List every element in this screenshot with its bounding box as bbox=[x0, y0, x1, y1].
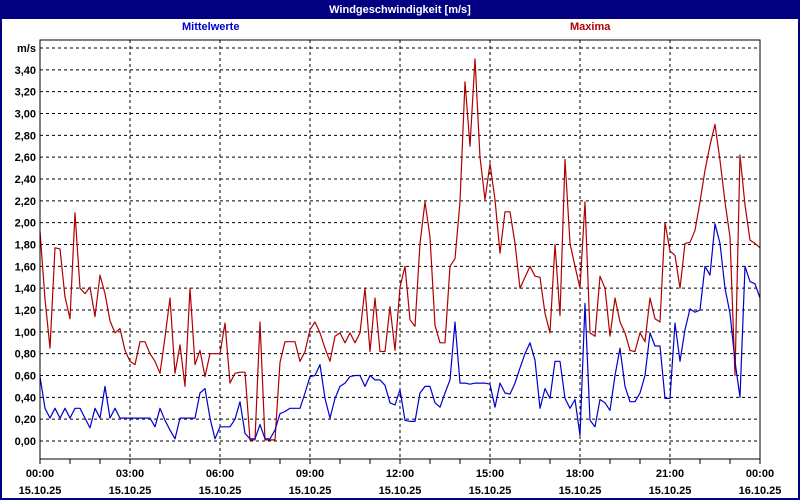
series-line-maxima bbox=[39, 58, 761, 441]
y-tick-label: 0,40 bbox=[15, 392, 36, 404]
y-tick-label: 2,40 bbox=[15, 174, 36, 186]
x-time-label: 21:00 bbox=[656, 468, 684, 480]
x-time-label: 15:00 bbox=[476, 468, 504, 480]
x-time-label: 00:00 bbox=[26, 468, 54, 480]
y-tick-label: 0,80 bbox=[15, 349, 36, 361]
legend-mittelwerte: Mittelwerte bbox=[182, 21, 240, 33]
legend-maxima: Maxima bbox=[570, 21, 611, 33]
plot-border bbox=[39, 39, 761, 460]
x-time-label: 06:00 bbox=[206, 468, 234, 480]
x-date-label: 15.10.25 bbox=[109, 485, 152, 497]
y-tick-label: 1,20 bbox=[15, 305, 36, 317]
title-bar: Windgeschwindigkeit [m/s] bbox=[2, 2, 798, 19]
y-tick-label: 1,00 bbox=[15, 327, 36, 339]
y-axis-unit-label: m/s bbox=[17, 43, 36, 55]
x-time-label: 12:00 bbox=[386, 468, 414, 480]
x-date-label: 16.10.25 bbox=[739, 485, 782, 497]
y-tick-label: 0,00 bbox=[15, 436, 36, 448]
x-time-label: 09:00 bbox=[296, 468, 324, 480]
x-date-label: 15.10.25 bbox=[649, 485, 692, 497]
x-date-label: 15.10.25 bbox=[469, 485, 512, 497]
page-title: Windgeschwindigkeit [m/s] bbox=[329, 4, 471, 16]
x-time-label: 03:00 bbox=[116, 468, 144, 480]
y-tick-label: 3,20 bbox=[15, 87, 36, 99]
y-tick-label: 1,40 bbox=[15, 283, 36, 295]
series-line-mittelwerte bbox=[39, 223, 761, 440]
x-time-label: 18:00 bbox=[566, 468, 594, 480]
x-time-label: 00:00 bbox=[746, 468, 774, 480]
y-tick-label: 0,20 bbox=[15, 414, 36, 426]
y-tick-label: 3,40 bbox=[15, 65, 36, 77]
x-date-label: 15.10.25 bbox=[379, 485, 422, 497]
y-tick-label: 2,80 bbox=[15, 130, 36, 142]
y-tick-label: 2,60 bbox=[15, 152, 36, 164]
x-date-label: 15.10.25 bbox=[559, 485, 602, 497]
y-tick-label: 1,60 bbox=[15, 261, 36, 273]
y-tick-label: 2,00 bbox=[15, 218, 36, 230]
y-tick-label: 3,00 bbox=[15, 109, 36, 121]
x-date-label: 15.10.25 bbox=[199, 485, 242, 497]
x-date-label: 15.10.25 bbox=[19, 485, 62, 497]
y-tick-label: 2,20 bbox=[15, 196, 36, 208]
y-tick-label: 1,80 bbox=[15, 240, 36, 252]
y-tick-label: 0,60 bbox=[15, 371, 36, 383]
x-date-label: 15.10.25 bbox=[289, 485, 332, 497]
